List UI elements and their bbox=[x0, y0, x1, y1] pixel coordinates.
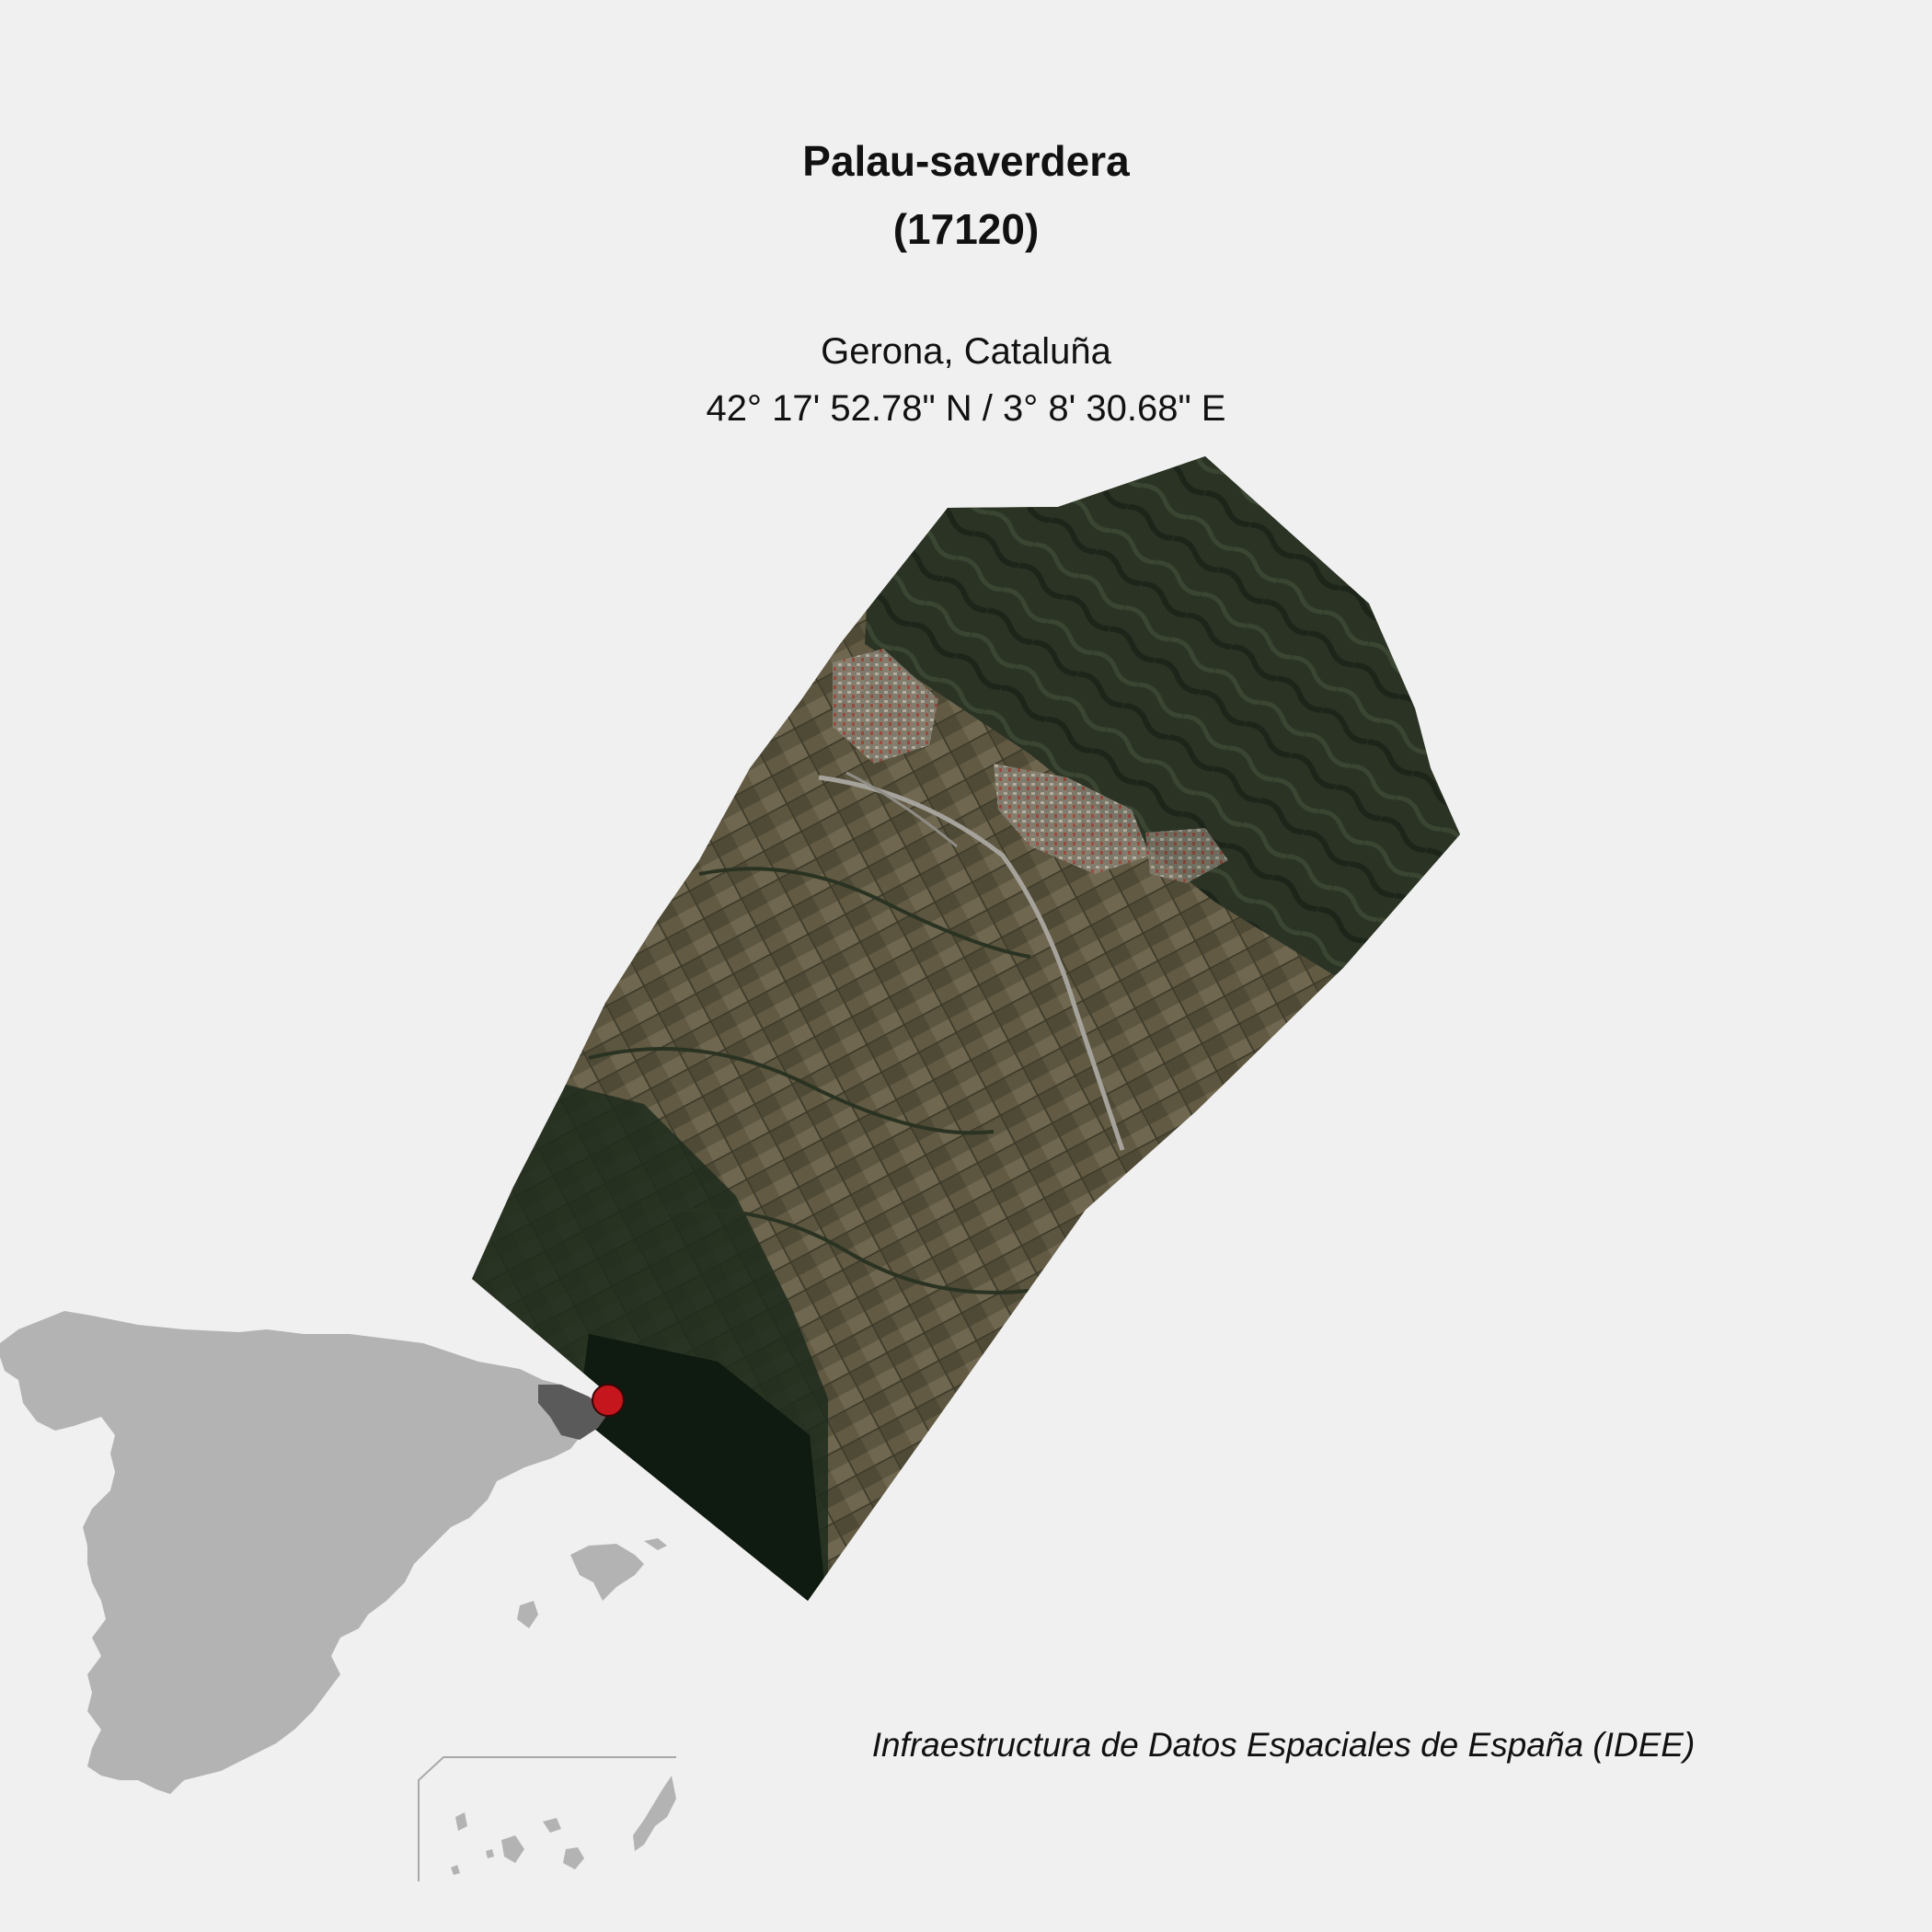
balearic-islands-shape bbox=[517, 1538, 667, 1628]
location-marker bbox=[592, 1384, 625, 1417]
inset-frame-line bbox=[418, 1756, 676, 1881]
spain-inset-map bbox=[0, 1311, 667, 1794]
canary-islands-shape bbox=[451, 1776, 676, 1875]
postal-code: (17120) bbox=[892, 205, 1040, 253]
region-label: Gerona, Cataluña bbox=[821, 331, 1111, 372]
iberian-peninsula-shape bbox=[0, 1311, 607, 1794]
coordinates-label: 42° 17' 52.78" N / 3° 8' 30.68" E bbox=[706, 388, 1226, 429]
satellite-imagery bbox=[472, 456, 1460, 1601]
map-title: Palau-saverdera bbox=[802, 137, 1130, 185]
source-attribution: Infraestructura de Datos Espaciales de E… bbox=[871, 1726, 1696, 1764]
province-highlight-shape bbox=[538, 1385, 609, 1440]
canary-islands-inset bbox=[418, 1756, 676, 1881]
